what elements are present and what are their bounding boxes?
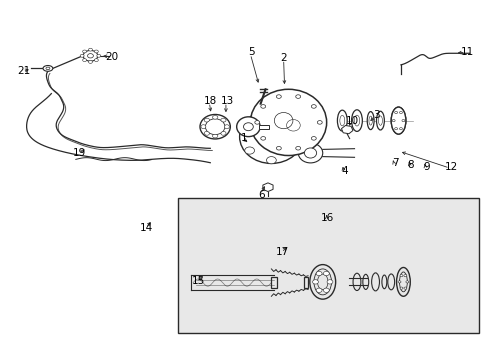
- Circle shape: [399, 275, 402, 277]
- Circle shape: [88, 60, 92, 63]
- Text: 21: 21: [17, 66, 30, 76]
- Ellipse shape: [204, 131, 209, 135]
- Text: 3: 3: [372, 110, 379, 120]
- Ellipse shape: [201, 125, 205, 129]
- Ellipse shape: [337, 110, 346, 131]
- Ellipse shape: [239, 110, 303, 163]
- Circle shape: [394, 111, 397, 113]
- Circle shape: [83, 50, 98, 61]
- Ellipse shape: [212, 134, 218, 138]
- Circle shape: [316, 288, 322, 292]
- Text: 17: 17: [275, 247, 289, 257]
- Circle shape: [94, 50, 98, 53]
- Text: 18: 18: [203, 96, 217, 106]
- Circle shape: [323, 271, 328, 276]
- Text: 2: 2: [280, 53, 286, 63]
- Circle shape: [405, 281, 408, 283]
- Text: 15: 15: [191, 276, 204, 286]
- Ellipse shape: [221, 131, 225, 135]
- Circle shape: [276, 95, 281, 98]
- Ellipse shape: [390, 107, 405, 134]
- Circle shape: [244, 147, 254, 154]
- Circle shape: [287, 147, 297, 154]
- Circle shape: [399, 128, 402, 130]
- Text: 19: 19: [73, 148, 86, 158]
- Ellipse shape: [46, 67, 50, 69]
- Ellipse shape: [396, 267, 409, 296]
- Circle shape: [323, 288, 328, 292]
- Text: 11: 11: [459, 47, 473, 57]
- Ellipse shape: [204, 118, 209, 122]
- Ellipse shape: [43, 66, 53, 71]
- Ellipse shape: [309, 265, 335, 299]
- Text: 12: 12: [444, 162, 458, 172]
- Circle shape: [88, 48, 92, 51]
- Circle shape: [87, 54, 93, 58]
- Circle shape: [394, 128, 397, 130]
- Circle shape: [82, 50, 86, 53]
- Ellipse shape: [250, 89, 326, 156]
- Circle shape: [266, 157, 276, 164]
- Text: 4: 4: [341, 166, 347, 176]
- Ellipse shape: [212, 116, 218, 119]
- Circle shape: [276, 147, 281, 150]
- Circle shape: [241, 126, 250, 133]
- Circle shape: [312, 280, 318, 284]
- Ellipse shape: [366, 112, 373, 130]
- Text: 1: 1: [241, 132, 247, 143]
- Text: 10: 10: [345, 116, 358, 126]
- Ellipse shape: [298, 143, 322, 163]
- Circle shape: [80, 54, 84, 57]
- Bar: [304, 277, 307, 288]
- Circle shape: [260, 105, 265, 108]
- Circle shape: [317, 121, 322, 124]
- Text: 7: 7: [391, 158, 398, 168]
- Circle shape: [254, 121, 259, 124]
- Circle shape: [311, 105, 316, 108]
- Ellipse shape: [200, 114, 230, 139]
- Text: 5: 5: [248, 47, 255, 57]
- Circle shape: [399, 287, 402, 289]
- Text: 8: 8: [407, 160, 413, 170]
- Circle shape: [311, 136, 316, 140]
- Ellipse shape: [224, 125, 229, 129]
- Circle shape: [295, 95, 300, 98]
- Circle shape: [82, 59, 86, 62]
- Circle shape: [401, 120, 404, 122]
- Text: 9: 9: [422, 162, 429, 172]
- Bar: [271, 277, 277, 288]
- Text: 6: 6: [258, 190, 264, 200]
- Circle shape: [258, 111, 267, 118]
- Circle shape: [94, 59, 98, 62]
- Circle shape: [260, 136, 265, 140]
- Ellipse shape: [351, 110, 362, 131]
- Circle shape: [399, 111, 402, 113]
- Circle shape: [397, 281, 400, 283]
- Bar: [178, 198, 478, 333]
- Ellipse shape: [390, 107, 405, 134]
- Text: 16: 16: [320, 213, 334, 223]
- Circle shape: [403, 287, 406, 289]
- Circle shape: [403, 275, 406, 277]
- Text: 20: 20: [105, 51, 118, 62]
- Ellipse shape: [236, 117, 260, 136]
- Ellipse shape: [221, 118, 225, 122]
- Ellipse shape: [376, 111, 384, 130]
- Ellipse shape: [304, 148, 316, 158]
- Circle shape: [316, 271, 322, 276]
- Text: 13: 13: [220, 96, 234, 106]
- Circle shape: [97, 54, 101, 57]
- Text: 14: 14: [140, 222, 153, 233]
- Circle shape: [326, 280, 332, 284]
- Circle shape: [295, 147, 300, 150]
- Bar: [259, 125, 268, 129]
- Circle shape: [391, 120, 394, 122]
